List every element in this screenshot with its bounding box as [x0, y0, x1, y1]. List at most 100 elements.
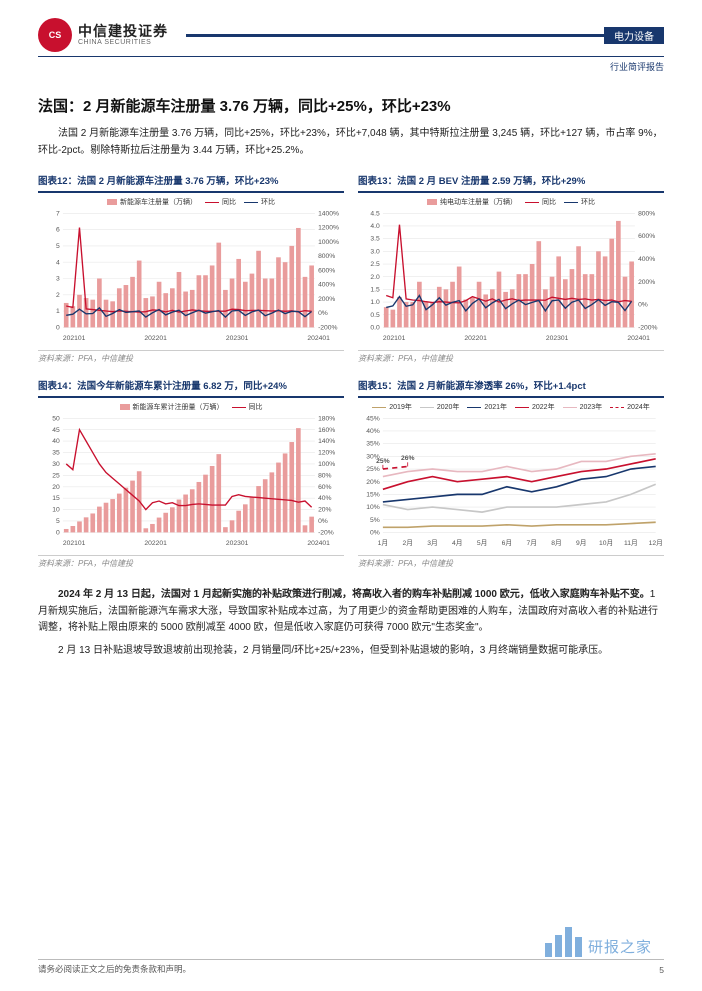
- svg-text:400%: 400%: [318, 282, 335, 289]
- svg-text:4.5: 4.5: [370, 210, 380, 217]
- page: CS 中信建投证券 CHINA SECURITIES 电力设备 行业简评报告 法…: [0, 0, 702, 991]
- svg-text:10%: 10%: [366, 504, 379, 511]
- svg-text:20%: 20%: [366, 479, 379, 486]
- svg-text:15%: 15%: [366, 491, 379, 498]
- svg-text:1月: 1月: [378, 539, 388, 547]
- header-rule: 电力设备: [186, 34, 664, 37]
- chart-12: 图表12：法国 2 月新能源车注册量 3.76 万辆，环比+23% 新能源车注册…: [38, 171, 344, 364]
- svg-text:2: 2: [56, 292, 60, 299]
- svg-text:2.0: 2.0: [370, 274, 380, 281]
- svg-text:80%: 80%: [318, 472, 331, 479]
- svg-text:600%: 600%: [638, 233, 655, 240]
- chart-15-title: 法国 2 月新能源车渗透率 26%，环比+1.4pct: [397, 381, 586, 392]
- svg-text:10: 10: [52, 507, 60, 514]
- svg-text:30: 30: [52, 461, 60, 468]
- svg-text:0%: 0%: [318, 518, 328, 525]
- legend-bars: 新能源车注册量（万辆）: [120, 197, 197, 207]
- svg-text:6月: 6月: [502, 539, 512, 547]
- svg-text:120%: 120%: [318, 450, 335, 457]
- svg-text:5月: 5月: [477, 539, 487, 547]
- svg-text:202201: 202201: [144, 335, 167, 342]
- svg-text:5: 5: [56, 518, 60, 525]
- chart-12-legend: 新能源车注册量（万辆） 同比 环比: [38, 197, 344, 207]
- chart-15: 图表15：法国 2 月新能源车渗透率 26%，环比+1.4pct 2019年20…: [358, 376, 664, 569]
- svg-text:1.5: 1.5: [370, 286, 380, 293]
- section-title: 法国：2 月新能源车注册量 3.76 万辆，同比+25%，环比+23%: [38, 95, 664, 116]
- para-3: 2 月 13 日补贴退坡导致退坡前出现抢装，2 月销量同/环比+25/+23%，…: [38, 643, 664, 660]
- svg-text:40%: 40%: [366, 428, 379, 435]
- svg-text:3.5: 3.5: [370, 236, 380, 243]
- svg-text:-20%: -20%: [318, 529, 334, 536]
- legend-bars-13: 纯电动车注册量（万辆）: [440, 197, 517, 207]
- chart-14-legend: 新能源车累计注册量（万辆） 同比: [38, 402, 344, 412]
- svg-text:1400%: 1400%: [318, 210, 339, 217]
- svg-text:20%: 20%: [318, 507, 331, 514]
- footer-disclaimer: 请务必阅读正文之后的免责条款和声明。: [38, 963, 191, 975]
- svg-text:160%: 160%: [318, 427, 335, 434]
- svg-text:202201: 202201: [464, 335, 487, 342]
- svg-text:0.5: 0.5: [370, 312, 380, 319]
- chart-14-svg: 05101520253035404550-20%0%20%40%60%80%10…: [38, 412, 344, 547]
- svg-text:202201: 202201: [144, 540, 167, 547]
- logo: CS 中信建投证券 CHINA SECURITIES: [38, 18, 168, 52]
- svg-text:202401: 202401: [307, 335, 330, 342]
- legend-yoy-13: 同比: [542, 197, 556, 207]
- chart-12-svg: 01234567-200%0%200%400%600%800%1000%1200…: [38, 207, 344, 342]
- chart-12-prefix: 图表12：: [38, 176, 77, 187]
- svg-text:8月: 8月: [551, 539, 561, 547]
- svg-text:1200%: 1200%: [318, 225, 339, 232]
- svg-text:202401: 202401: [627, 335, 650, 342]
- svg-text:20: 20: [52, 484, 60, 491]
- svg-text:202301: 202301: [226, 540, 249, 547]
- chart-14-source: 资料来源：PFA，中信建投: [38, 555, 344, 569]
- chart-13-source: 资料来源：PFA，中信建投: [358, 350, 664, 364]
- svg-text:140%: 140%: [318, 438, 335, 445]
- svg-text:202101: 202101: [63, 540, 86, 547]
- svg-text:600%: 600%: [318, 267, 335, 274]
- legend-yoy-14: 同比: [249, 402, 263, 412]
- svg-text:45: 45: [52, 427, 60, 434]
- svg-text:0%: 0%: [370, 529, 380, 536]
- chart-15-svg: 0%5%10%15%20%25%30%35%40%45%1月2月3月4月5月6月…: [358, 412, 664, 547]
- svg-text:5%: 5%: [370, 517, 380, 524]
- para-2-bold: 2024 年 2 月 13 日起，法国对 1 月起新实施的补贴政策进行削减，将高…: [58, 589, 650, 600]
- svg-text:202101: 202101: [383, 335, 406, 342]
- chart-13: 图表13：法国 2 月 BEV 注册量 2.59 万辆，环比+29% 纯电动车注…: [358, 171, 664, 364]
- svg-text:7月: 7月: [526, 539, 536, 547]
- svg-text:4.0: 4.0: [370, 223, 380, 230]
- svg-text:7: 7: [56, 210, 60, 217]
- svg-text:60%: 60%: [318, 484, 331, 491]
- charts-row-1: 图表12：法国 2 月新能源车注册量 3.76 万辆，环比+23% 新能源车注册…: [38, 171, 664, 364]
- svg-text:1.0: 1.0: [370, 299, 380, 306]
- charts-row-2: 图表14：法国今年新能源车累计注册量 6.82 万，同比+24% 新能源车累计注…: [38, 376, 664, 569]
- header-subrule: [38, 56, 664, 57]
- chart-13-svg: 0.00.51.01.52.02.53.03.54.04.5-200%0%200…: [358, 207, 664, 342]
- logo-en: CHINA SECURITIES: [78, 39, 168, 46]
- svg-text:1000%: 1000%: [318, 239, 339, 246]
- svg-text:4月: 4月: [452, 539, 462, 547]
- svg-text:200%: 200%: [638, 279, 655, 286]
- svg-text:25%: 25%: [366, 466, 379, 473]
- chart-12-source: 资料来源：PFA，中信建投: [38, 350, 344, 364]
- svg-text:202101: 202101: [63, 335, 86, 342]
- svg-text:3.0: 3.0: [370, 248, 380, 255]
- chart-14-prefix: 图表14：: [38, 381, 77, 392]
- logo-cn: 中信建投证券: [78, 24, 168, 39]
- svg-text:3月: 3月: [427, 539, 437, 547]
- footer-page-num: 5: [659, 965, 664, 975]
- svg-text:11月: 11月: [624, 539, 638, 547]
- svg-text:202401: 202401: [307, 540, 330, 547]
- watermark-bars-icon: [545, 927, 582, 957]
- chart-13-legend: 纯电动车注册量（万辆） 同比 环比: [358, 197, 664, 207]
- svg-text:40: 40: [52, 438, 60, 445]
- chart-15-source: 资料来源：PFA，中信建投: [358, 555, 664, 569]
- chart-12-title: 法国 2 月新能源车注册量 3.76 万辆，环比+23%: [77, 176, 278, 187]
- svg-text:5: 5: [56, 243, 60, 250]
- legend-yoy: 同比: [222, 197, 236, 207]
- svg-text:25: 25: [52, 472, 60, 479]
- watermark-text: 研报之家: [588, 936, 652, 957]
- svg-text:45%: 45%: [366, 415, 379, 422]
- svg-text:180%: 180%: [318, 415, 335, 422]
- legend-mom: 环比: [261, 197, 275, 207]
- svg-text:202301: 202301: [226, 335, 249, 342]
